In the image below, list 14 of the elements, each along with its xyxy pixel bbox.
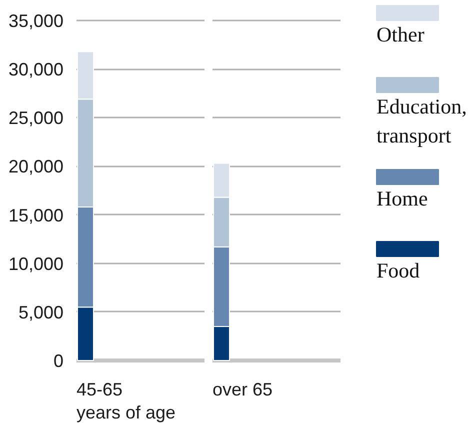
- y-tick-label: 5,000: [18, 302, 64, 322]
- y-tick-label: 25,000: [8, 108, 64, 128]
- legend-label: Education, transport: [376, 94, 467, 148]
- x-tick-label: over 65: [212, 380, 273, 400]
- legend-label: Other: [376, 22, 424, 46]
- y-tick-label: 0: [53, 351, 64, 371]
- y-tick-label: 20,000: [8, 156, 64, 177]
- y-tick-label: 10,000: [8, 254, 64, 274]
- y-tick-label: 15,000: [8, 205, 64, 226]
- legend-label: Food: [376, 258, 420, 282]
- y-tick-label: 35,000: [8, 11, 64, 31]
- y-tick-label: 30,000: [8, 60, 64, 80]
- x-tick-label: 45-65 years of age: [76, 380, 176, 422]
- legend-label: Home: [376, 186, 428, 210]
